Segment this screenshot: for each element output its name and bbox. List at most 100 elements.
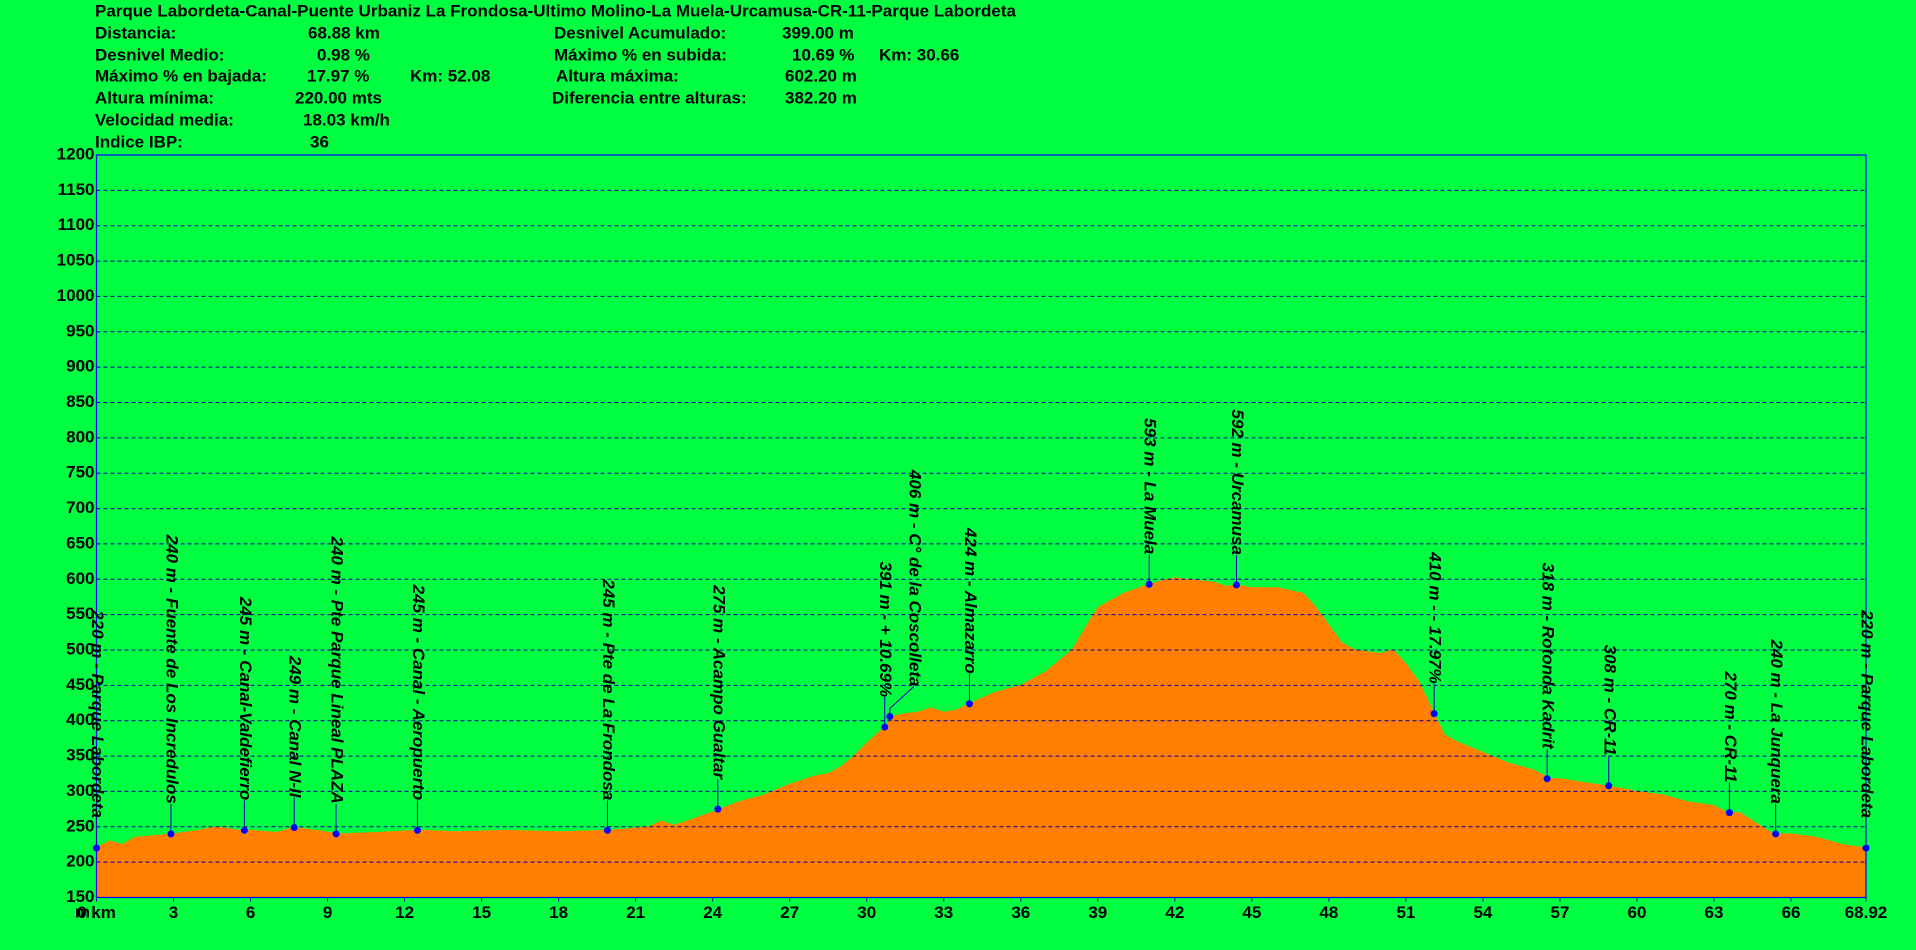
waypoint-label: 593 m - La Muela: [1141, 418, 1160, 554]
stat-text: 0.98 %: [317, 45, 370, 64]
waypoint-marker: [714, 805, 722, 813]
x-tick-label: 68.92: [1845, 903, 1888, 922]
stat-text: 399.00 m: [782, 23, 854, 42]
x-tick-label: 39: [1088, 903, 1107, 922]
x-tick-label: 27: [780, 903, 799, 922]
stat-text: Desnivel Acumulado:: [554, 23, 726, 42]
waypoint-label: 240 m - Pte Parque Lineal PLAZA: [328, 535, 347, 803]
stat-text: 382.20 m: [785, 88, 857, 107]
waypoint-label: 240 m - La Junquera: [1767, 638, 1786, 803]
x-tick-label: 45: [1242, 903, 1261, 922]
y-tick-label: 750: [66, 463, 94, 482]
y-tick-label: 800: [66, 427, 94, 446]
waypoint-marker: [240, 826, 248, 834]
waypoint-label: 249 m - Canal N-II: [286, 655, 305, 799]
stat-text: Km: 30.66: [879, 45, 959, 64]
x-tick-label: 18: [549, 903, 568, 922]
waypoint-marker: [413, 826, 421, 834]
y-tick-label: 350: [66, 746, 94, 765]
y-tick-label: 550: [66, 604, 94, 623]
stat-text: Diferencia entre alturas:: [552, 88, 747, 107]
y-tick-label: 200: [66, 852, 94, 871]
stat-text: 10.69 %: [792, 45, 854, 64]
waypoint-marker: [332, 830, 340, 838]
waypoint-marker: [167, 830, 175, 838]
waypoint-marker: [965, 700, 973, 708]
x-tick-label: 0 km: [77, 903, 116, 922]
x-tick-label: 36: [1011, 903, 1030, 922]
x-tick-label: 48: [1319, 903, 1338, 922]
x-tick-label: 21: [626, 903, 645, 922]
waypoint-marker: [886, 712, 894, 720]
stat-text: Máximo % en subida:: [554, 45, 727, 64]
waypoint-label: 318 m - Rotonda Kadrit: [1539, 563, 1558, 750]
stat-text: 68.88 km: [308, 23, 380, 42]
waypoint-marker: [1145, 580, 1153, 588]
waypoint-label: 220 m - Parque Labordeta: [1858, 609, 1877, 818]
x-tick-label: 3: [169, 903, 178, 922]
waypoint-label: 406 m - C° de la Coscolleta: [905, 469, 924, 687]
waypoint-label: 391 m - + 10.69%: [876, 561, 895, 697]
x-tick-label: 24: [703, 903, 722, 922]
y-tick-label: 300: [66, 781, 94, 800]
waypoint-marker: [881, 723, 889, 731]
stat-text: Altura mínima:: [95, 88, 214, 107]
y-tick-label: 1000: [57, 286, 95, 305]
waypoint-label: 424 m - Almazarro: [961, 527, 980, 674]
waypoint-label: 270 m - CR-11: [1721, 670, 1740, 782]
waypoint-marker: [290, 823, 298, 831]
x-tick-label: 51: [1396, 903, 1415, 922]
waypoint-marker: [93, 844, 100, 852]
y-tick-label: 650: [66, 533, 94, 552]
y-tick-label: 400: [66, 710, 94, 729]
y-tick-label: 700: [66, 498, 94, 517]
elevation-area: [96, 577, 1867, 898]
x-tick-label: 15: [472, 903, 491, 922]
y-tick-label: 250: [66, 816, 94, 835]
x-tick-label: 60: [1628, 903, 1647, 922]
y-tick-label: 950: [66, 321, 94, 340]
waypoint-label: 220 m - Parque Labordeta: [88, 609, 107, 818]
y-tick-label: 1150: [58, 180, 95, 199]
waypoint-marker: [1725, 809, 1733, 817]
waypoint-label: 592 m - Urcamusa: [1228, 409, 1247, 555]
x-tick-label: 63: [1705, 903, 1724, 922]
waypoint-label: 275 m - Acampo Gualtar: [709, 584, 728, 780]
x-tick-label: 54: [1473, 903, 1492, 922]
y-axis-unit: m: [75, 902, 90, 921]
waypoint-label: 410 m - - 17.97%: [1426, 551, 1445, 683]
x-tick-label: 12: [395, 903, 414, 922]
waypoint-label: 240 m - Fuente de Los Incredulos: [162, 534, 181, 804]
y-tick-label: 600: [66, 569, 94, 588]
waypoint-marker: [603, 826, 611, 834]
x-tick-label: 33: [934, 903, 953, 922]
plot-border: [95, 154, 1867, 899]
stat-text: Máximo % en bajada:: [95, 66, 267, 85]
waypoint-marker: [1862, 844, 1870, 852]
x-tick-label: 9: [323, 903, 332, 922]
waypoint-label: 308 m - CR-11: [1600, 645, 1619, 756]
y-tick-label: 850: [66, 392, 94, 411]
stat-text: 220.00 mts: [295, 88, 382, 107]
y-tick-label: 1050: [57, 251, 95, 270]
stat-text: Km: 52.08: [410, 66, 490, 85]
stat-text: Desnivel Medio:: [95, 45, 224, 64]
x-tick-label: 57: [1550, 903, 1569, 922]
y-tick-label: 900: [66, 357, 94, 376]
x-tick-label: 42: [1165, 903, 1184, 922]
waypoint-marker: [1605, 782, 1613, 790]
chart-title: Parque Labordeta-Canal-Puente Urbaniz La…: [95, 1, 1017, 20]
waypoint-marker: [1543, 775, 1551, 783]
x-tick-label: 30: [857, 903, 876, 922]
waypoint-label: 245 m - Canal-Valdefierro: [236, 596, 255, 800]
y-tick-label: 500: [66, 639, 94, 658]
y-tick-label: 1200: [57, 144, 95, 163]
stat-text: Altura máxima:: [556, 66, 679, 85]
waypoint-marker: [1232, 581, 1240, 589]
waypoint-marker: [1772, 830, 1780, 838]
stat-text: Velocidad media:: [95, 110, 234, 129]
waypoint-label: 245 m - Pte de La Frondosa: [599, 578, 618, 800]
stat-text: 602.20 m: [785, 66, 857, 85]
stat-text: 36: [310, 132, 329, 151]
